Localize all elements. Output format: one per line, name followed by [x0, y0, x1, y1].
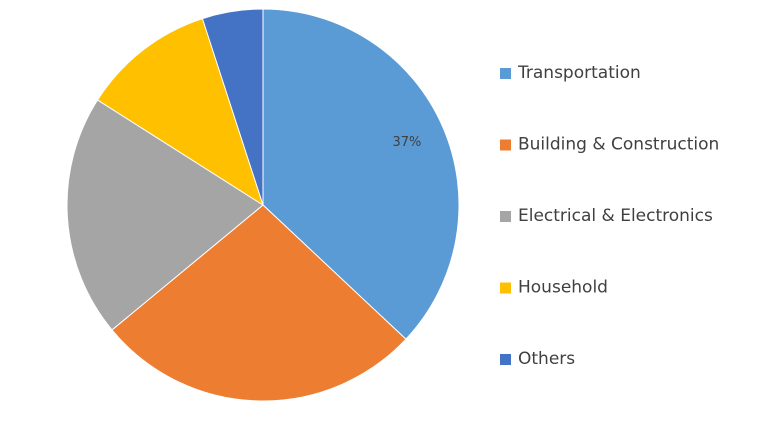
pie-slice: [111, 204, 407, 402]
legend-label: Household: [518, 278, 608, 298]
legend-label: Electrical & Electronics: [518, 206, 713, 226]
pie-slice: [201, 8, 264, 206]
legend-label: Others: [518, 349, 575, 369]
pie-slice: [262, 8, 460, 340]
legend-swatch: [500, 139, 511, 151]
legend-swatch: [500, 211, 511, 222]
legend-swatch: [500, 282, 511, 294]
legend-label: Building & Construction: [518, 135, 719, 155]
pie-slice: [66, 99, 264, 331]
slice-label: 37%: [392, 135, 421, 150]
legend-label: Transportation: [517, 63, 641, 83]
legend-swatch: [500, 354, 511, 365]
pie-slice: [96, 17, 264, 207]
legend-swatch: [500, 68, 511, 79]
